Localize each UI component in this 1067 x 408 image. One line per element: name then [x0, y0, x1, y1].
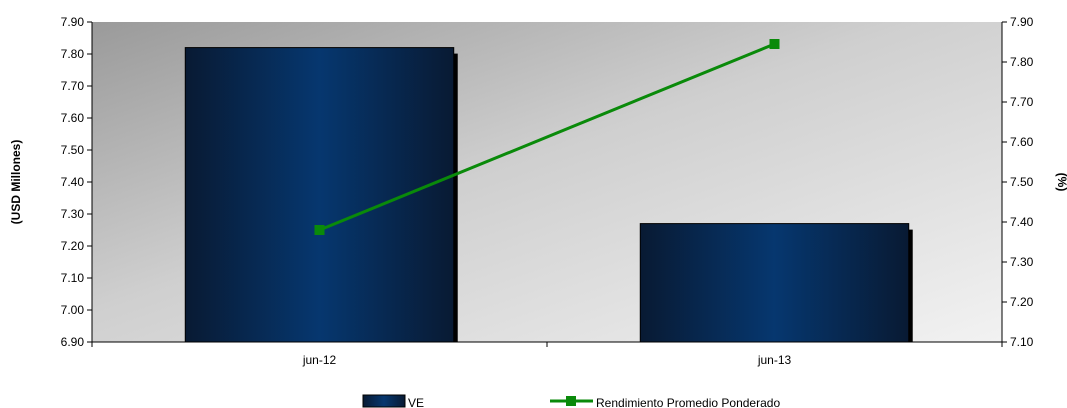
- y-tick-label: 7.50: [61, 143, 85, 157]
- line-layer: [314, 39, 780, 235]
- y2-axis-title: (%): [1055, 173, 1067, 192]
- y-ticks-left: 6.90 7.00 7.10 7.20 7.30 7.40 7.50 7.60 7.70 7.80…: [61, 15, 92, 349]
- point-rendimiento-jun-13: [769, 39, 780, 49]
- y-tick-label: 7.90: [61, 15, 85, 29]
- y2-tick-label: 7.90: [1010, 15, 1034, 29]
- legend-swatch-ve: [362, 394, 406, 408]
- y-ticks-right: 7.10 7.20 7.30 7.40 7.50 7.60 7.70 7.80 7.90: [1002, 15, 1034, 349]
- y2-tick-label: 7.60: [1010, 135, 1034, 149]
- y-tick-label: 7.30: [61, 207, 85, 221]
- legend: VE Rendimiento Promedio Ponderado: [362, 394, 780, 408]
- y-tick-label: 7.80: [61, 47, 85, 61]
- legend-label-ve: VE: [408, 396, 424, 408]
- y-tick-label: 7.00: [61, 303, 85, 317]
- bar-ve-jun-12: [184, 47, 455, 343]
- y-tick-label: 6.90: [61, 335, 85, 349]
- y2-tick-label: 7.30: [1010, 255, 1034, 269]
- x-ticks: jun-12 jun-13: [91, 342, 1003, 367]
- line-rendimiento: [318, 42, 776, 232]
- legend-label-rendimiento: Rendimiento Promedio Ponderado: [596, 396, 780, 408]
- y-tick-label: 7.60: [61, 111, 85, 125]
- x-tick-label: jun-12: [302, 353, 337, 367]
- y2-tick-label: 7.10: [1010, 335, 1034, 349]
- y2-tick-label: 7.50: [1010, 175, 1034, 189]
- y-tick-label: 7.40: [61, 175, 85, 189]
- point-rendimiento-jun-12: [314, 225, 325, 235]
- y2-tick-label: 7.80: [1010, 55, 1034, 69]
- y2-tick-label: 7.40: [1010, 215, 1034, 229]
- y-axis-title: (USD Millones): [9, 140, 23, 225]
- y-tick-label: 7.70: [61, 79, 85, 93]
- x-tick-label: jun-13: [757, 353, 792, 367]
- bar-ve-jun-13: [639, 223, 910, 343]
- y-tick-label: 7.10: [61, 271, 85, 285]
- y2-tick-label: 7.20: [1010, 295, 1034, 309]
- y-tick-label: 7.20: [61, 239, 85, 253]
- legend-marker-rendimiento: [566, 396, 576, 406]
- y2-tick-label: 7.70: [1010, 95, 1034, 109]
